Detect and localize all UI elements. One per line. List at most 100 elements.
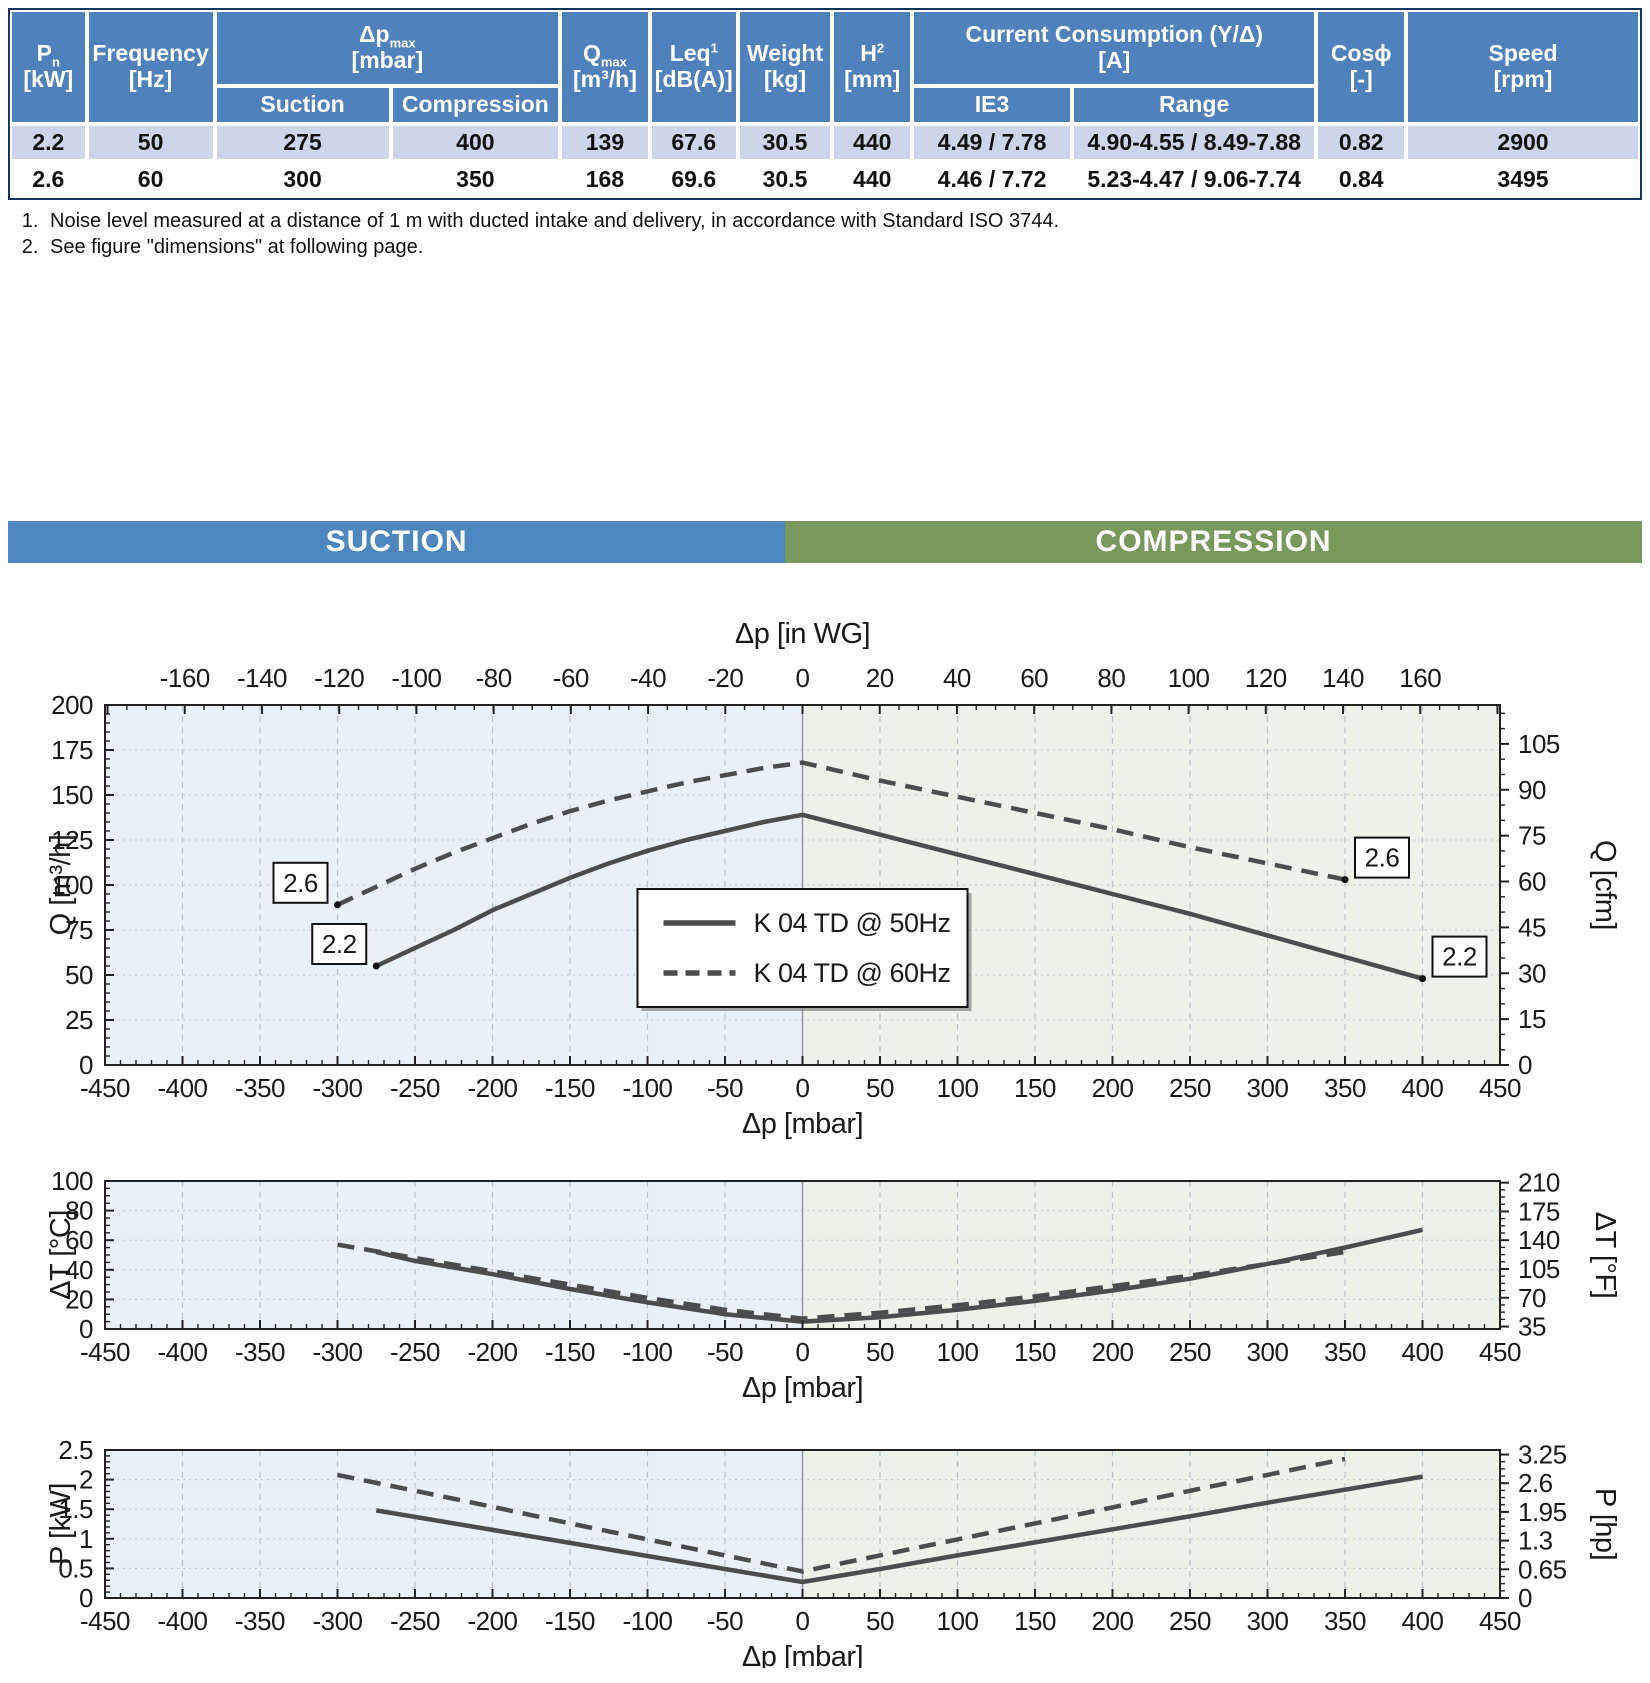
x-tick-label: 250 xyxy=(1169,1337,1211,1367)
y-tick-label: 80 xyxy=(65,1196,93,1226)
top-tick-label: 140 xyxy=(1322,663,1364,693)
top-tick-label: 80 xyxy=(1097,663,1125,693)
top-tick-label: -40 xyxy=(630,663,666,693)
spec-cell: 350 xyxy=(390,161,561,198)
header-range: Range xyxy=(1071,86,1317,124)
header-q-max: Qmax [m³/h] xyxy=(560,10,650,124)
spec-row-1: 2.6 60 300 350 168 69.6 30.5 440 4.46 / 7.72 5.23… xyxy=(10,161,1640,198)
x-tick-label: -50 xyxy=(707,1337,743,1367)
y-tick-label: 20 xyxy=(65,1284,93,1314)
y-tick-label: 25 xyxy=(65,1005,93,1035)
header-weight: Weight [kg] xyxy=(737,10,833,124)
spec-cell: 4.49 / 7.78 xyxy=(912,124,1072,161)
x-tick-label: 300 xyxy=(1247,1073,1289,1103)
x-tick-label: 50 xyxy=(866,1337,894,1367)
x-tick-label: -450 xyxy=(80,1337,130,1367)
legend-label: K 04 TD @ 60Hz xyxy=(754,958,951,988)
series-50hz-line xyxy=(375,1227,1424,1324)
x-axis-title: Δp [mbar] xyxy=(742,1108,863,1140)
x-tick-label: -450 xyxy=(80,1606,130,1636)
y-tick-label: 175 xyxy=(51,735,93,765)
y-tick-label: 50 xyxy=(65,960,93,990)
y-axis-title: Q [m³/h] xyxy=(45,835,77,936)
chart-legend: K 04 TD @ 50Hz K 04 TD @ 60Hz xyxy=(636,888,972,1011)
spec-cell: 139 xyxy=(560,124,650,161)
series-50hz-line xyxy=(375,1474,1423,1585)
x-tick-label: 350 xyxy=(1324,1337,1366,1367)
x-axis-title: Δp [mbar] xyxy=(742,1641,863,1668)
spec-cell: 2.2 xyxy=(10,124,87,161)
right-tick-label: 30 xyxy=(1518,958,1546,988)
spec-cell: 30.5 xyxy=(737,124,833,161)
header-pn: Pn [kW] xyxy=(10,10,87,124)
spec-cell: 3495 xyxy=(1406,161,1640,198)
footnotes-list: Noise level measured at a distance of 1 … xyxy=(8,210,1642,259)
spec-row-0: 2.2 50 275 400 139 67.6 30.5 440 4.49 / 7.78 4.90… xyxy=(10,124,1640,161)
y-tick-label: 0 xyxy=(79,1050,93,1080)
top-tick-label: -140 xyxy=(237,663,287,693)
x-tick-label: -350 xyxy=(235,1606,285,1636)
footnote-2: See figure "dimensions" at following pag… xyxy=(44,236,1642,259)
spec-cell: 4.46 / 7.72 xyxy=(912,161,1072,198)
y-tick-label: 125 xyxy=(51,825,93,855)
y-tick-label: 2 xyxy=(79,1465,93,1495)
x-tick-label: -400 xyxy=(157,1337,207,1367)
x-tick-label: 100 xyxy=(937,1606,979,1636)
top-tick-label: 160 xyxy=(1399,663,1441,693)
right-tick-label: 35 xyxy=(1518,1312,1546,1342)
x-tick-label: -150 xyxy=(545,1337,595,1367)
y-tick-label: 0 xyxy=(79,1314,93,1344)
x-tick-label: -50 xyxy=(707,1606,743,1636)
right-tick-label: 2.6 xyxy=(1518,1468,1553,1498)
x-tick-label: -150 xyxy=(545,1606,595,1636)
top-tick-label: 0 xyxy=(796,663,810,693)
top-tick-label: 20 xyxy=(866,663,894,693)
x-tick-label: -450 xyxy=(80,1073,130,1103)
header-suction: Suction xyxy=(214,86,391,124)
spec-table-body: 2.2 50 275 400 139 67.6 30.5 440 4.49 / 7.78 4.90… xyxy=(10,124,1640,198)
x-tick-label: -200 xyxy=(467,1073,517,1103)
x-tick-label: -350 xyxy=(235,1337,285,1367)
x-tick-label: 450 xyxy=(1479,1073,1521,1103)
series-60hz-line xyxy=(337,1456,1346,1574)
curve-annotation: 2.6 xyxy=(272,861,341,909)
top-axis-title: Δp [in WG] xyxy=(735,618,870,650)
compression-banner-label: COMPRESSION xyxy=(1095,525,1332,558)
annotation-label: 2.2 xyxy=(322,929,357,959)
x-tick-label: 400 xyxy=(1402,1606,1444,1636)
y-tick-label: 100 xyxy=(51,870,93,900)
compression-background xyxy=(802,1181,1500,1329)
x-tick-label: -250 xyxy=(390,1073,440,1103)
series-60hz-line xyxy=(336,760,1346,907)
charts-area: -450 -400 -350 -300 -250 -200 -150 -100 -50 0 50 10… xyxy=(0,563,1650,1668)
y-tick-label: 150 xyxy=(51,780,93,810)
right-tick-label: 15 xyxy=(1518,1004,1546,1034)
spec-cell: 275 xyxy=(214,124,391,161)
power-chart: -450 -400 -350 -300 -250 -200 -150 -100 -50 0 50 10… xyxy=(0,1406,1650,1668)
spec-cell: 69.6 xyxy=(649,161,738,198)
top-tick-label: -120 xyxy=(314,663,364,693)
header-leq: Leq1 [dB(A)] xyxy=(649,10,738,124)
x-tick-label: 100 xyxy=(937,1337,979,1367)
x-tick-label: -300 xyxy=(312,1073,362,1103)
top-tick-label: -160 xyxy=(160,663,210,693)
curve-annotation: 2.6 xyxy=(1341,836,1410,884)
x-tick-label: 0 xyxy=(796,1606,810,1636)
suction-banner-label: SUCTION xyxy=(325,525,468,558)
y-tick-label: 75 xyxy=(65,915,93,945)
top-tick-label: -100 xyxy=(391,663,441,693)
x-tick-label: -400 xyxy=(157,1073,207,1103)
x-axis-title: Δp [mbar] xyxy=(742,1372,863,1404)
axes: -450 -400 -350 -300 -250 -200 -150 -100 -50 0 50 10… xyxy=(45,618,1621,1140)
series-60hz-line xyxy=(337,1242,1346,1321)
y-tick-label: 2.5 xyxy=(58,1435,93,1465)
header-height: H2 [mm] xyxy=(832,10,913,124)
right-tick-label: 0 xyxy=(1518,1050,1532,1080)
y-axis-title: P [kW] xyxy=(45,1483,77,1565)
annotation-label: 2.6 xyxy=(1365,843,1400,873)
right-tick-label: 140 xyxy=(1518,1225,1560,1255)
right-tick-label: 75 xyxy=(1518,821,1546,851)
x-tick-label: 250 xyxy=(1169,1606,1211,1636)
right-axis-title: Q [cfm] xyxy=(1589,840,1621,930)
y-tick-label: 1 xyxy=(79,1524,93,1554)
